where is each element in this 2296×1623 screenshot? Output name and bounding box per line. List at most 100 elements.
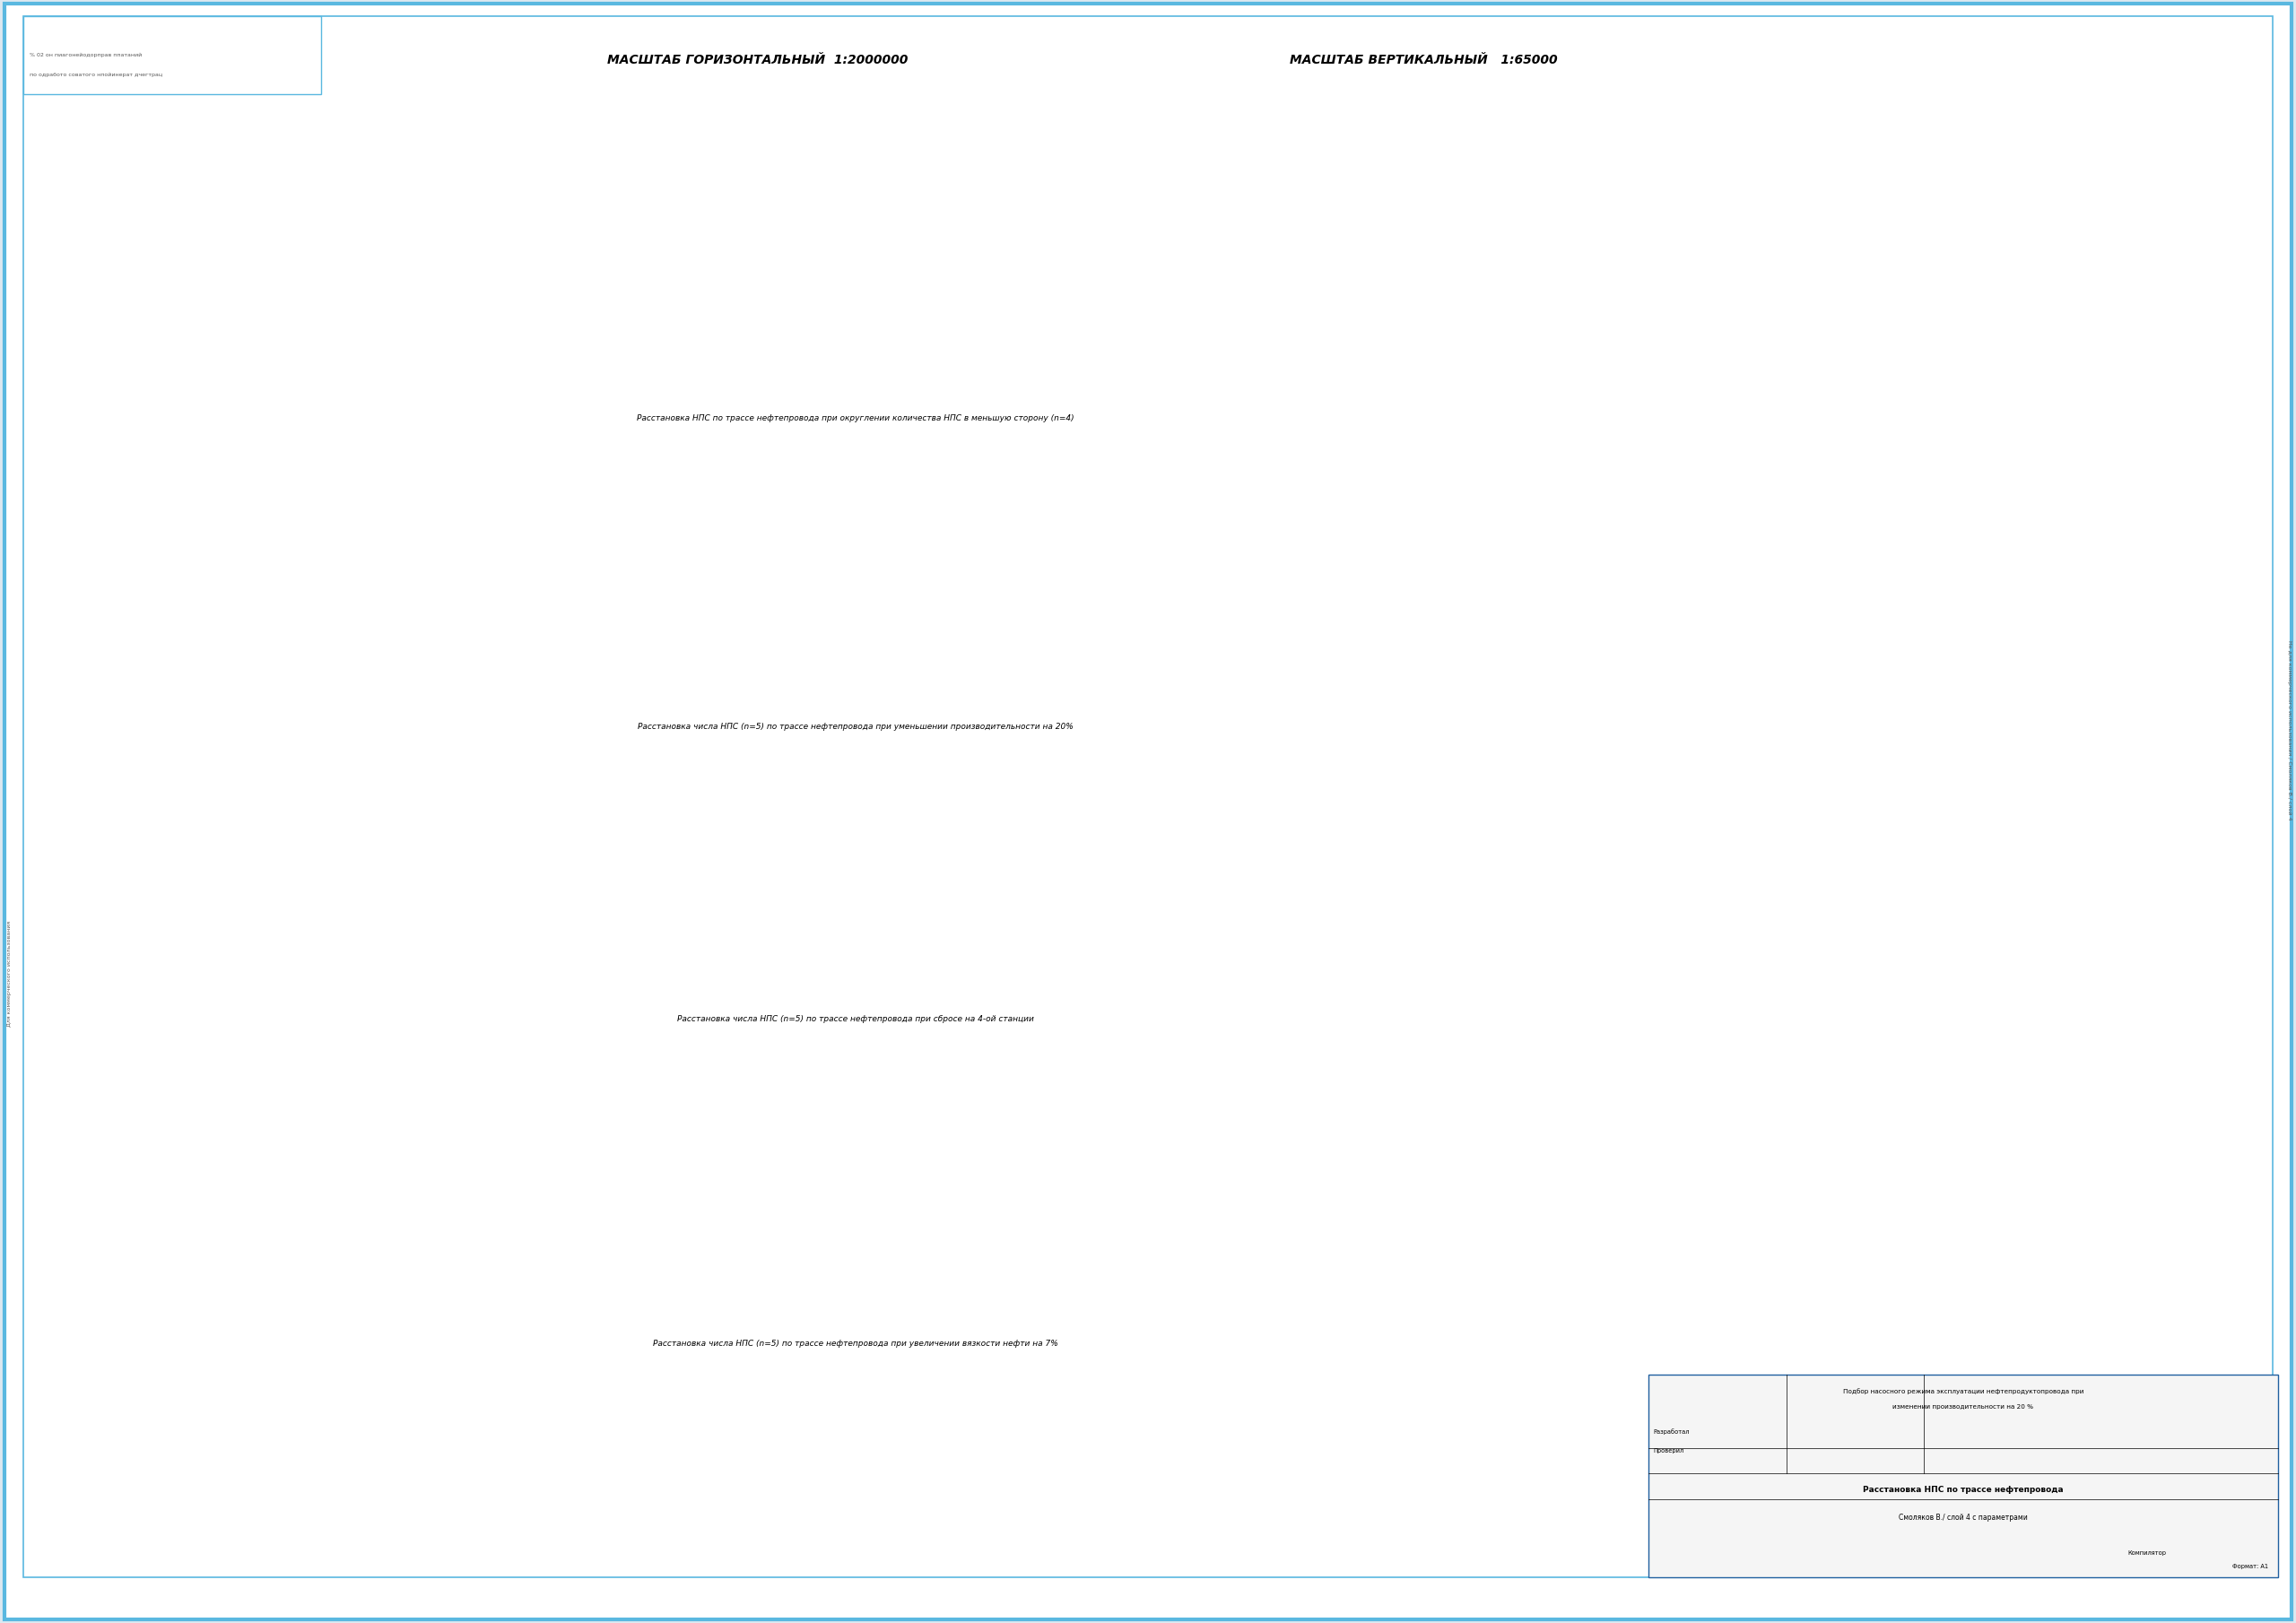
- Text: H,м: H,м: [106, 407, 122, 415]
- Text: h₁= 37 м: h₁= 37 м: [1660, 1248, 1692, 1256]
- Text: Hcт: Hcт: [113, 919, 124, 923]
- Text: Hcт: Hcт: [113, 662, 124, 665]
- Text: Δz=255 м: Δz=255 м: [1660, 352, 1694, 360]
- Text: Q-H характеристика нефтепровода: Q-H характеристика нефтепровода: [1681, 1311, 1812, 1319]
- Text: 128,244: 128,244: [1049, 1315, 1079, 1321]
- Text: 128,244: 128,244: [1049, 990, 1079, 998]
- Text: Q-H характеристика режима работы при увеличении вяз-
кости нефти на 7%: Q-H характеристика режима работы при уве…: [1626, 1271, 1835, 1289]
- Text: h₁= 37 м: h₁= 37 м: [1660, 928, 1692, 936]
- Text: 128,244: 128,244: [273, 698, 301, 706]
- Text: Hcт: Hcт: [113, 325, 124, 329]
- Text: 5434,2626: 5434,2626: [2055, 700, 2087, 704]
- Text: % 02 он пиагонейодорправ ппатаний: % 02 он пиагонейодорправ ппатаний: [30, 54, 142, 57]
- Text: Расстановка НПС по трассе нефтепровода: Расстановка НПС по трассе нефтепровода: [1862, 1487, 2064, 1493]
- Text: 1к7,024: 1к7,024: [1359, 1315, 1387, 1321]
- Text: МАСШТАБ ГОРИЗОНТАЛЬНЫЙ  1:2000000: МАСШТАБ ГОРИЗОНТАЛЬНЫЙ 1:2000000: [606, 54, 909, 67]
- Text: hм: hм: [1341, 157, 1350, 164]
- Text: Не для коммерческого использования / Смоляков В./ слой 4: Не для коммерческого использования / Смо…: [2287, 641, 2291, 820]
- Text: 128,244: 128,244: [273, 990, 301, 998]
- Text: Hcт: Hcт: [113, 333, 124, 338]
- Text: Hcт: Hcт: [113, 1238, 124, 1243]
- Text: 128,244: 128,244: [691, 698, 721, 706]
- Text: Hcт: Hcт: [113, 351, 124, 355]
- Text: Q-H характеристика НПС: Q-H характеристика НПС: [1681, 1428, 1773, 1435]
- Text: 204,57: 204,57: [1272, 388, 1295, 396]
- Text: Для коммерческого использования: Для коммерческого использования: [7, 920, 11, 1027]
- Text: Q-H характеристика режима работы при уменьшении произ-
водительности на 20%: Q-H характеристика режима работы при уме…: [1626, 1362, 1848, 1380]
- Text: L,км: L,км: [1582, 373, 1598, 381]
- Text: Hcт: Hcт: [113, 1274, 124, 1277]
- Text: L,км: L,км: [1582, 975, 1598, 984]
- Text: 1к7,024: 1к7,024: [1359, 990, 1387, 998]
- Text: 138,63: 138,63: [574, 388, 597, 396]
- Text: 128,244: 128,244: [792, 1315, 820, 1321]
- Text: 700: 700: [1545, 975, 1559, 984]
- Text: 178,17: 178,17: [324, 388, 349, 396]
- Text: 128,244: 128,244: [1104, 698, 1132, 706]
- Text: H,м: H,м: [106, 717, 122, 725]
- Text: Q-H характеристика  НПС: Q-H характеристика НПС: [1681, 1246, 1775, 1253]
- Text: 81,68: 81,68: [902, 698, 923, 706]
- Text: Q-H характеристика нефтепровода: Q-H характеристика нефтепровода: [1681, 1141, 1812, 1149]
- Text: Проверил: Проверил: [1653, 1448, 1683, 1454]
- Bar: [23, 16, 321, 94]
- Text: по одработо соватого нпойинерат дчегтрац: по одработо соватого нпойинерат дчегтрац: [30, 73, 163, 76]
- Text: 128,244: 128,244: [273, 1315, 301, 1321]
- Text: Hcт: Hcт: [113, 646, 124, 651]
- Text: Hcт: Hcт: [113, 631, 124, 635]
- Text: МАСШТАБ ВЕРТИКАЛЬНЫЙ   1:65000: МАСШТАБ ВЕРТИКАЛЬНЫЙ 1:65000: [1290, 54, 1557, 67]
- Text: Hн: Hн: [115, 953, 124, 958]
- Text: Hcт: Hcт: [113, 638, 124, 643]
- Text: Hcт: Hcт: [113, 930, 124, 935]
- Text: Hcт: Hcт: [113, 654, 124, 659]
- Text: Расстановка числа НПС (n=5) по трассе нефтепровода при увеличении вязкости нефти: Расстановка числа НПС (n=5) по трассе не…: [652, 1341, 1058, 1347]
- Text: Hcт: Hcт: [113, 953, 124, 958]
- Text: Расстановка НПС по трассе нефтепровода при округлении количества НПС в меньшую с: Расстановка НПС по трассе нефтепровода п…: [636, 415, 1075, 422]
- Text: Hcт: Hcт: [113, 1250, 124, 1255]
- Text: h₁: h₁: [1341, 177, 1348, 183]
- Y-axis label: H,м: H,м: [1580, 240, 1587, 255]
- Text: Hн: Hн: [115, 662, 124, 665]
- Text: Δz=255 м: Δz=255 м: [1660, 1277, 1694, 1285]
- Text: Q-H характеристика нефтепровода: Q-H характеристика нефтепровода: [1665, 127, 1777, 131]
- Text: 81,68: 81,68: [491, 698, 512, 706]
- Text: 4621,1972: 4621,1972: [1910, 792, 1942, 797]
- Text: 138,63: 138,63: [783, 388, 808, 396]
- Text: Hcт: Hcт: [113, 316, 124, 321]
- Text: (5395,2403): (5395,2403): [2018, 279, 2062, 287]
- Text: 700: 700: [1545, 683, 1559, 691]
- Text: Hcт: Hcт: [113, 941, 124, 946]
- Text: Разработал: Разработал: [1653, 1428, 1690, 1435]
- Text: 1к7,024: 1к7,024: [1437, 698, 1465, 706]
- Text: Hcт: Hcт: [113, 1227, 124, 1232]
- Text: L,км: L,км: [1582, 683, 1598, 691]
- Bar: [1649, 1375, 2278, 1578]
- Text: 12,38: 12,38: [1529, 698, 1550, 706]
- X-axis label: Q, м³/ч: Q, м³/ч: [1915, 1100, 1942, 1109]
- Text: x=125,18 км: x=125,18 км: [257, 144, 310, 153]
- Text: 700: 700: [1545, 1298, 1559, 1307]
- Text: h₁= 37 м: h₁= 37 м: [1660, 331, 1692, 339]
- Text: Формат: А1: Формат: А1: [2232, 1563, 2268, 1569]
- Text: Q-H характеристика нефтепровода: Q-H характеристика нефтепровода: [1681, 1220, 1812, 1229]
- Text: 128,244: 128,244: [533, 990, 560, 998]
- Text: Смоляков В./ слой 4 с параметрами: Смоляков В./ слой 4 с параметрами: [1899, 1514, 2027, 1521]
- Text: Q-H характеристика НПС: Q-H характеристика НПС: [1665, 151, 1743, 156]
- Text: 700: 700: [1545, 373, 1559, 381]
- Text: Q-H характеристика НПС: Q-H характеристика НПС: [1681, 1337, 1773, 1344]
- Text: h₁= 30 м: h₁= 30 м: [1660, 644, 1692, 652]
- Text: Q-H характеристика нефтепровода: Q-H характеристика нефтепровода: [1681, 1402, 1812, 1410]
- Text: x₁=56,96: x₁=56,96: [257, 377, 289, 385]
- Text: Δz=255 м: Δz=255 м: [1660, 664, 1694, 672]
- Text: Подбор насосного режима эксплуатации нефтепродуктопровода при: Подбор насосного режима эксплуатации неф…: [1844, 1388, 2082, 1394]
- Text: 5232,2374: 5232,2374: [2018, 735, 2050, 740]
- Text: Hcт: Hcт: [113, 342, 124, 346]
- Text: Расстановка числа НПС (n=5) по трассе нефтепровода при уменьшении производительн: Расстановка числа НПС (n=5) по трассе не…: [638, 724, 1072, 730]
- Text: Расстановка числа НПС (n=5) по трассе нефтепровода при сбросе на 4-ой станции: Расстановка числа НПС (n=5) по трассе не…: [677, 1016, 1033, 1022]
- Text: Δz=255 м: Δz=255 м: [1660, 956, 1694, 964]
- Text: L,км: L,км: [1582, 1298, 1598, 1307]
- Text: 81,68: 81,68: [1313, 698, 1332, 706]
- Text: x₂=68,22: x₂=68,22: [393, 377, 425, 385]
- Text: Hcт: Hcт: [113, 907, 124, 912]
- Y-axis label: H,м: H,м: [1580, 755, 1587, 771]
